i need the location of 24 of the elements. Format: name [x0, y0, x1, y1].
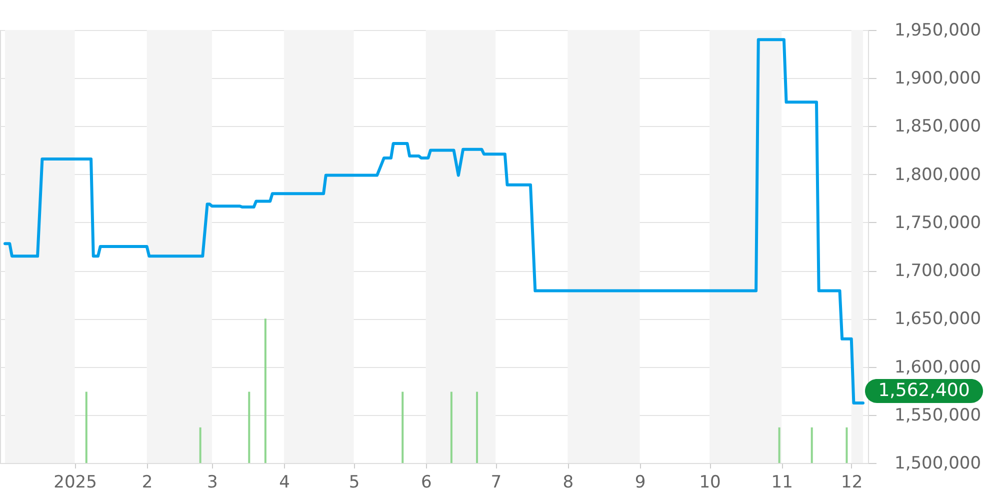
x-tick-label: 7	[490, 472, 502, 492]
y-tick-label: 1,950,000	[894, 20, 982, 40]
y-tick-label: 1,750,000	[894, 212, 982, 233]
y-tick-label: 1,800,000	[894, 164, 982, 185]
y-tick-label: 1,900,000	[894, 68, 982, 89]
x-tick-label: 4	[279, 472, 290, 492]
x-tick-label: 12	[841, 472, 863, 492]
x-tick-label: 2025	[54, 472, 97, 492]
annotation: 1,562,400	[878, 380, 970, 401]
x-tick-label: 11	[771, 472, 793, 492]
y-tick-label: 1,650,000	[894, 309, 982, 330]
x-tick-label: 2	[142, 472, 153, 492]
y-tick-label: 1,600,000	[894, 357, 982, 378]
x-tick-label: 10	[699, 472, 721, 492]
line-series	[4, 38, 864, 404]
x-tick-label: 8	[562, 472, 574, 492]
y-tick-label: 1,700,000	[894, 261, 982, 282]
x-tick-label: 9	[634, 472, 646, 492]
x-tick-label: 6	[420, 472, 432, 492]
y-tick-label: 1,850,000	[894, 116, 982, 137]
x-tick-label: 5	[348, 472, 360, 492]
x-tick-label: 3	[207, 472, 218, 492]
y-tick-label: 1,500,000	[894, 454, 982, 474]
y-tick-label: 1,550,000	[894, 405, 982, 426]
